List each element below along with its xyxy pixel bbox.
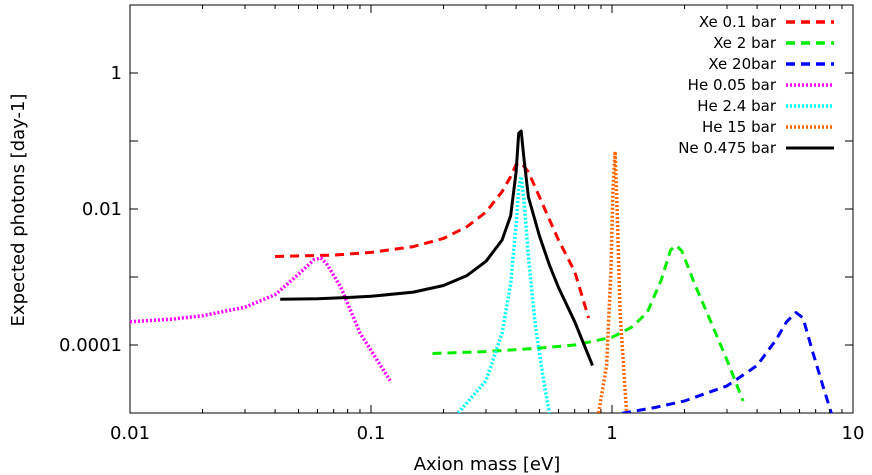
series-line-2 xyxy=(432,244,745,402)
legend: Xe 0.1 bar Xe 2 bar Xe 20bar He 0.05 bar He … xyxy=(678,13,834,157)
y-tick-label: 0.0001 xyxy=(59,335,122,356)
series-line-4 xyxy=(130,256,392,382)
y-tick-label: 0.01 xyxy=(82,199,122,220)
series-line-7 xyxy=(280,129,594,367)
legend-label: Xe 20bar xyxy=(708,55,776,73)
series-line-6 xyxy=(596,149,629,413)
x-axis-label: Axion mass [eV] xyxy=(414,454,561,475)
x-tick-label: 10 xyxy=(842,423,865,444)
legend-label: Xe 0.1 bar xyxy=(699,13,777,31)
legend-label: He 15 bar xyxy=(702,118,777,136)
x-tick-label: 1 xyxy=(606,423,617,444)
ticks-layer: 0.01 0.1 1 10 0.0001 0.01 1 xyxy=(59,4,865,444)
series-layer xyxy=(130,129,833,413)
legend-label: Ne 0.475 bar xyxy=(678,139,777,157)
series-line-5 xyxy=(456,174,552,413)
series-line-1 xyxy=(275,161,591,319)
y-tick-label: 1 xyxy=(111,63,122,84)
legend-label: Xe 2 bar xyxy=(713,34,777,52)
legend-label: He 0.05 bar xyxy=(688,76,777,94)
y-axis-label: Expected photons [day-1] xyxy=(8,94,29,327)
x-tick-label: 0.01 xyxy=(110,423,150,444)
legend-label: He 2.4 bar xyxy=(697,97,777,115)
series-line-3 xyxy=(621,311,833,413)
x-tick-label: 0.1 xyxy=(357,423,386,444)
